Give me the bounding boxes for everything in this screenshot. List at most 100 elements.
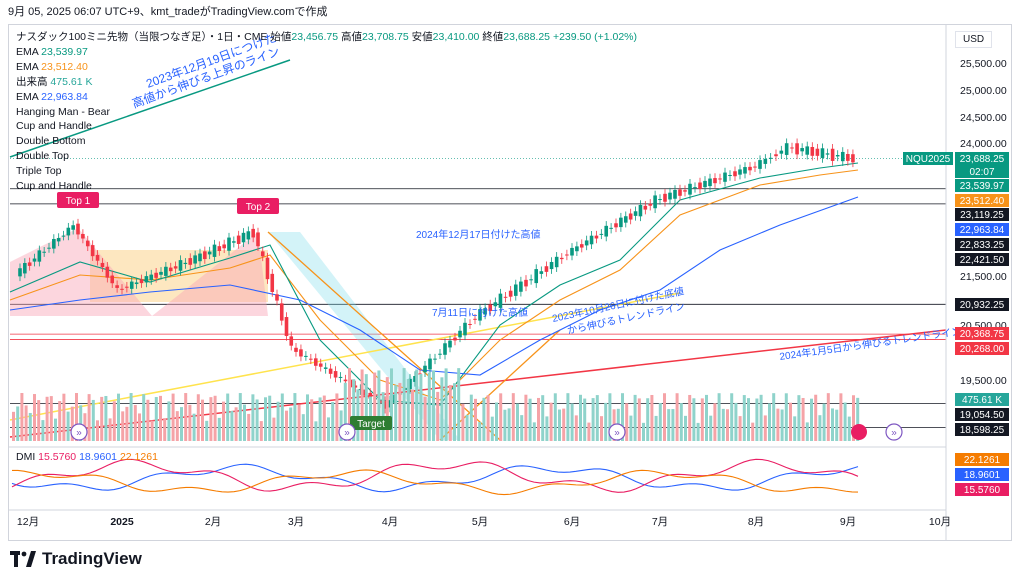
legend-low-value: 23,410.00 — [432, 31, 480, 43]
price-axis-tick: 25,000.00 — [960, 85, 1007, 97]
price-label: 19,054.50 — [960, 410, 1005, 421]
volume-bar — [444, 368, 448, 441]
top2-badge: Top 2 — [246, 202, 271, 213]
volume-bar — [264, 397, 267, 441]
candle-body — [284, 317, 289, 336]
volume-bar — [705, 394, 708, 441]
volume-bar — [839, 393, 843, 441]
legend-pattern[interactable]: Hanging Man - Bear — [16, 105, 110, 118]
volume-bar — [696, 422, 700, 441]
volume-bar — [810, 398, 813, 441]
candle-body — [810, 146, 815, 156]
candle-body — [805, 146, 810, 155]
candle-body — [270, 273, 275, 292]
volume-bar — [339, 410, 343, 441]
volume-bar — [364, 374, 368, 441]
price-label-bg — [955, 423, 1009, 436]
volume-bar — [226, 393, 230, 441]
volume-bar — [373, 372, 377, 441]
candle-body — [448, 340, 452, 348]
legend-pattern[interactable]: Triple Top — [16, 165, 62, 178]
price-label-bg — [955, 393, 1009, 406]
volume-bar — [243, 404, 246, 441]
volume-bar — [352, 379, 356, 441]
candle-body — [623, 216, 628, 223]
volume-bar — [461, 403, 465, 441]
candle-body — [304, 355, 308, 357]
volume-bar — [768, 403, 771, 441]
candle-body — [748, 166, 752, 171]
volume-bar — [474, 398, 477, 441]
price-label-bg — [955, 152, 1009, 165]
volume-bar — [196, 394, 200, 441]
event-marker-icon — [885, 423, 903, 441]
volume-bar — [604, 402, 608, 441]
double-top-zone — [10, 228, 268, 316]
volume-bar — [537, 397, 540, 441]
volume-bar — [742, 395, 746, 441]
dmi-legend[interactable]: DMI 15.5760 18.9601 22.1261 — [16, 451, 158, 463]
legend-volume[interactable]: 出来高 475.61 K — [16, 75, 637, 90]
currency-button[interactable]: USD — [955, 31, 993, 48]
legend-pattern[interactable]: Double Bottom — [16, 135, 86, 148]
candle-body — [413, 376, 417, 382]
volume-bar — [335, 393, 339, 441]
candle-body — [488, 304, 493, 312]
candle-body — [246, 231, 251, 240]
volume-bar — [419, 373, 423, 441]
legend-ema-1[interactable]: EMA 23,539.97 — [16, 45, 637, 60]
volume-bar — [112, 401, 116, 441]
volume-bar — [822, 403, 826, 441]
tradingview-logo[interactable]: TradingView — [10, 549, 142, 569]
volume-bar — [356, 389, 360, 441]
legend-ema-3[interactable]: EMA 22,963.84 — [16, 90, 637, 105]
annotation-2024-jan5: 2024年1月5日から伸びるトレンドライン — [779, 325, 962, 363]
candle-body — [723, 172, 727, 182]
price-axis-tick: 21,500.00 — [960, 271, 1007, 283]
candle-body — [428, 358, 432, 370]
candle-body — [673, 189, 677, 199]
legend-pattern[interactable]: Cup and Handle — [16, 180, 92, 193]
time-axis-label: 10月 — [929, 516, 951, 528]
volume-bar — [734, 402, 738, 441]
legend-ema-2[interactable]: EMA 23,512.40 — [16, 60, 637, 75]
volume-bar — [448, 384, 452, 441]
price-label: 15.5760 — [964, 485, 1001, 496]
volume-bar — [713, 403, 717, 441]
candle-body — [638, 204, 643, 217]
price-label: 20,368.75 — [960, 329, 1005, 340]
volume-bar — [570, 403, 574, 441]
candle-body — [453, 337, 457, 341]
legend-open-label: 始値 — [270, 31, 292, 43]
candle-body — [105, 266, 110, 278]
candle-body — [323, 367, 328, 369]
candle-body — [383, 401, 387, 409]
volume-bar — [524, 394, 528, 441]
price-label-bg — [955, 238, 1009, 251]
candle-body — [733, 171, 737, 177]
price-label-bg — [955, 223, 1009, 236]
volume-bar — [507, 408, 511, 441]
candle-body — [738, 169, 742, 175]
legend-pattern[interactable]: Double Top — [16, 150, 69, 163]
volume-bar — [440, 377, 444, 441]
price-label-bg — [955, 194, 1009, 207]
time-axis-label: 6月 — [564, 516, 580, 528]
candle-body — [825, 153, 830, 155]
volume-bar — [818, 415, 822, 441]
volume-bar — [751, 422, 755, 441]
legend-pattern[interactable]: Cup and Handle — [16, 120, 92, 133]
candle-body — [663, 193, 667, 202]
top1-badge: Top 1 — [66, 196, 91, 207]
price-label-bg — [955, 342, 1009, 355]
candle-body — [144, 276, 149, 283]
candle-body — [653, 195, 657, 209]
volume-bar — [717, 393, 721, 441]
candle-body — [768, 157, 773, 159]
candle-body — [27, 262, 32, 266]
price-label-bg — [903, 152, 953, 165]
candle-body — [222, 244, 226, 249]
candle-body — [728, 175, 732, 177]
candle-body — [178, 260, 183, 271]
